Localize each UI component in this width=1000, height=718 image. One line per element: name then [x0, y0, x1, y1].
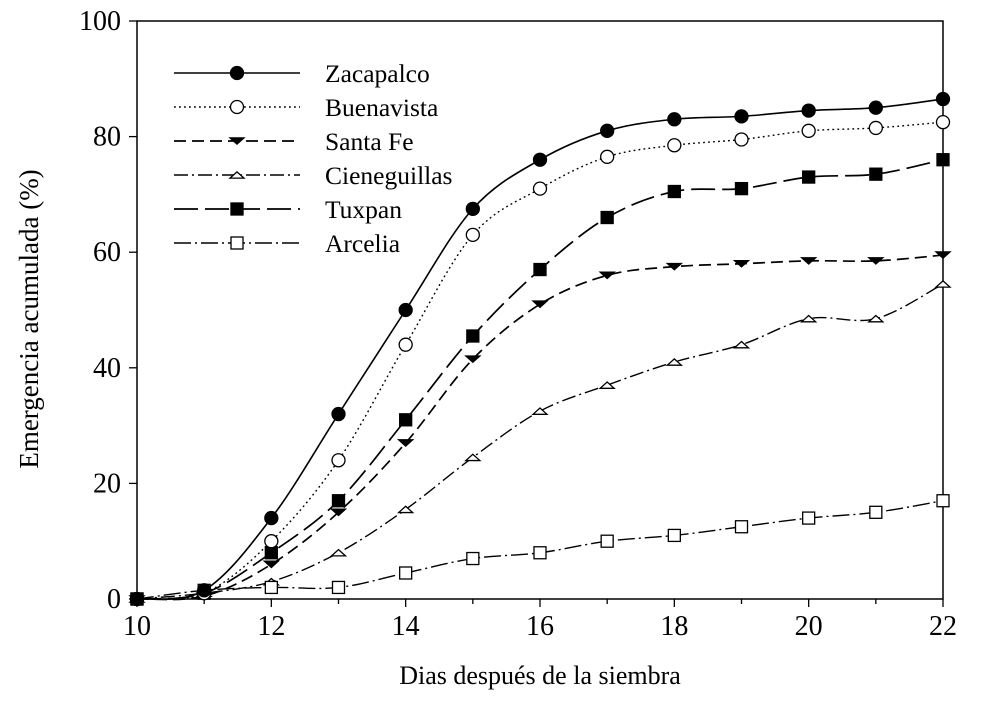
- svg-text:Zacapalco: Zacapalco: [325, 59, 430, 88]
- svg-text:16: 16: [526, 611, 554, 642]
- svg-text:40: 40: [93, 353, 121, 384]
- svg-text:0: 0: [107, 584, 121, 615]
- svg-text:12: 12: [257, 611, 285, 642]
- svg-text:Cieneguillas: Cieneguillas: [325, 161, 452, 190]
- svg-text:14: 14: [392, 611, 420, 642]
- svg-text:Dias después de la siembra: Dias después de la siembra: [399, 661, 681, 690]
- svg-text:Santa Fe: Santa Fe: [325, 127, 414, 156]
- svg-text:10: 10: [123, 611, 151, 642]
- svg-text:80: 80: [93, 122, 121, 153]
- svg-text:Arcelia: Arcelia: [325, 229, 400, 258]
- svg-text:20: 20: [93, 468, 121, 499]
- svg-text:22: 22: [929, 611, 957, 642]
- svg-text:Tuxpan: Tuxpan: [325, 195, 402, 224]
- svg-text:100: 100: [79, 6, 121, 37]
- svg-text:60: 60: [93, 237, 121, 268]
- svg-text:20: 20: [795, 611, 823, 642]
- svg-text:Buenavista: Buenavista: [325, 93, 438, 122]
- svg-text:Emergencia acumulada (%): Emergencia acumulada (%): [14, 169, 44, 468]
- svg-text:18: 18: [660, 611, 688, 642]
